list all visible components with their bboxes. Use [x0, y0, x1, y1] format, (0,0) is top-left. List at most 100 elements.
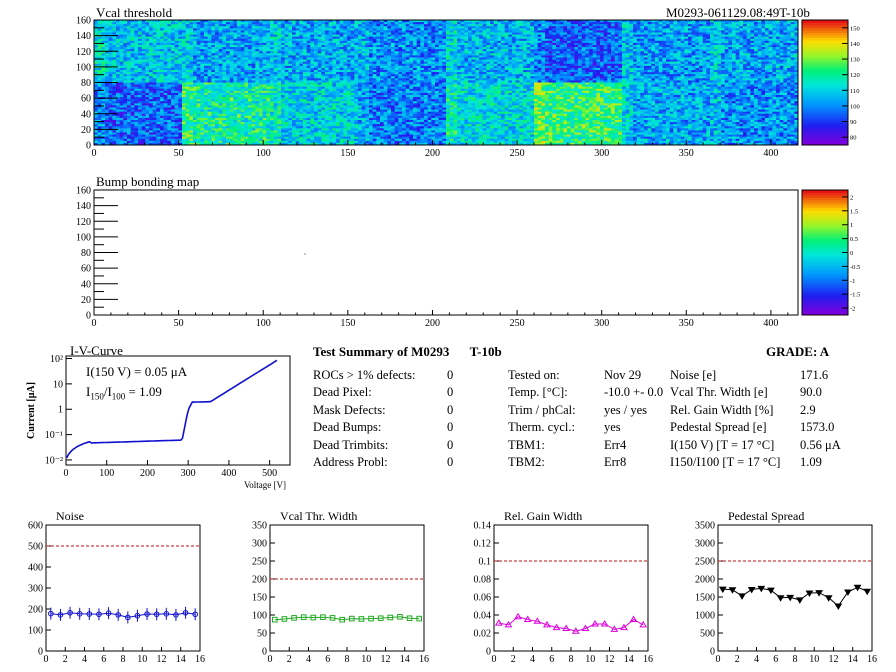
pixel-cell [215, 70, 220, 73]
pixel-cell [350, 36, 355, 40]
pixel-cell [248, 65, 253, 69]
pixel-cell [350, 80, 355, 83]
pixel-cell [603, 32, 608, 35]
pixel-cell [596, 65, 601, 69]
pixel-cell [240, 51, 245, 54]
pixel-cell [262, 55, 267, 58]
pixel-cell [292, 74, 297, 77]
pixel-cell [651, 32, 656, 35]
pixel-cell [200, 49, 205, 52]
pixel-cell [237, 42, 242, 46]
pixel-cell [585, 59, 590, 63]
pixel-cell [365, 24, 370, 27]
pixel-cell [149, 34, 154, 38]
palette-swatch [802, 77, 848, 81]
pixel-cell [284, 20, 289, 23]
pixel-cell [226, 30, 231, 33]
pixel-cell [152, 26, 157, 29]
pixel-cell [178, 78, 183, 81]
pixel-cell [317, 74, 322, 77]
pixel-cell [501, 57, 506, 60]
pixel-cell [688, 53, 693, 56]
pixel-cell [479, 72, 484, 75]
palette-swatch [802, 55, 848, 58]
pixel-cell [130, 20, 135, 23]
pixel-cell [262, 59, 267, 63]
palette-tick-label: 140 [850, 41, 860, 48]
pixel-cell [464, 24, 469, 27]
pixel-cell [94, 59, 99, 63]
pixel-cell [457, 49, 462, 52]
pixel-cell [519, 72, 524, 75]
pixel-cell [673, 40, 678, 44]
pixel-cell [541, 49, 546, 52]
pixel-cell [141, 45, 146, 48]
pixel-cell [182, 45, 187, 48]
pixel-cell [629, 36, 634, 40]
pixel-cell [262, 49, 267, 52]
pixel-cell [677, 51, 682, 54]
pixel-cell [222, 22, 227, 25]
pixel-cell [328, 78, 333, 81]
pixel-cell [295, 32, 300, 35]
pixel-cell [420, 80, 425, 83]
pixel-cell [464, 40, 469, 44]
pixel-cell [105, 51, 110, 54]
pixel-cell [530, 55, 535, 58]
pixel-cell [138, 51, 143, 54]
pixel-cell [145, 24, 150, 27]
pixel-cell [284, 65, 289, 69]
pixel-cell [156, 51, 161, 54]
pixel-cell [295, 47, 300, 50]
pixel-cell [116, 65, 121, 69]
pixel-cell [163, 78, 168, 81]
pixel-cell [684, 67, 689, 71]
pixel-cell [306, 61, 311, 65]
pixel-cell [431, 38, 436, 42]
pixel-cell [699, 65, 704, 69]
pixel-cell [420, 70, 425, 73]
pixel-cell [112, 61, 117, 65]
pixel-cell [504, 20, 509, 23]
pixel-cell [380, 45, 385, 48]
pixel-cell [295, 24, 300, 27]
pixel-cell [215, 34, 220, 38]
pixel-cell [515, 28, 520, 31]
pixel-cell [446, 80, 451, 83]
pixel-cell [277, 67, 282, 71]
pixel-cell [145, 38, 150, 42]
pixel-cell [108, 78, 113, 81]
pixel-cell [420, 26, 425, 29]
pixel-cell [614, 63, 619, 67]
pixel-cell [413, 53, 418, 56]
pixel-cell [255, 72, 260, 75]
pixel-cell [350, 38, 355, 42]
pixel-cell [116, 51, 121, 54]
pixel-cell [116, 63, 121, 67]
pixel-cell [614, 24, 619, 27]
pixel-cell [259, 53, 264, 56]
pixel-cell [512, 26, 517, 29]
pixel-cell [556, 61, 561, 65]
pixel-cell [666, 61, 671, 65]
pixel-cell [299, 55, 304, 58]
pixel-cell [152, 74, 157, 77]
pixel-cell [152, 65, 157, 69]
pixel-cell [497, 34, 502, 38]
pixel-cell [611, 30, 616, 33]
pixel-cell [182, 61, 187, 65]
pixel-cell [325, 40, 330, 44]
pixel-cell [658, 45, 663, 48]
pixel-cell [262, 40, 267, 44]
pixel-cell [310, 67, 315, 71]
pixel-cell [332, 40, 337, 44]
pixel-cell [358, 55, 363, 58]
pixel-cell [138, 20, 143, 23]
pixel-cell [468, 67, 473, 71]
pixel-cell [112, 40, 117, 44]
pixel-cell [614, 74, 619, 77]
pixel-cell [222, 40, 227, 44]
pixel-cell [222, 42, 227, 46]
pixel-cell [669, 49, 674, 52]
